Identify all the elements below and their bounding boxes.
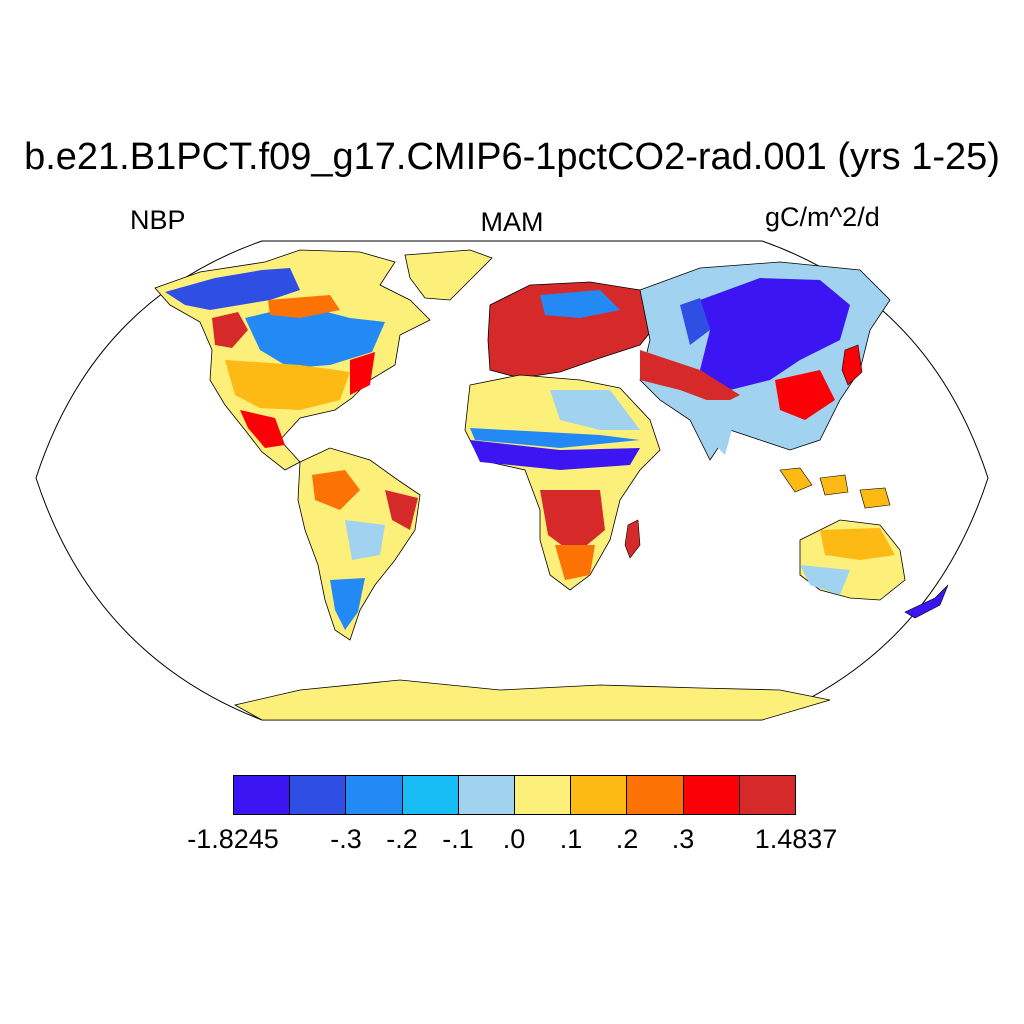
units-label: gC/m^2/d xyxy=(765,202,880,232)
new-zealand xyxy=(904,584,949,619)
na-blue-north xyxy=(165,268,300,310)
colorbar-label: .3 xyxy=(671,824,695,854)
sa-lightblue xyxy=(345,520,385,560)
africa-orange xyxy=(555,545,595,580)
colorbar-label: -.1 xyxy=(442,824,474,854)
se-asia-islands xyxy=(779,467,891,509)
na-orange-south xyxy=(225,360,350,410)
asia-blue-edge xyxy=(680,298,710,345)
mexico-red xyxy=(240,410,285,448)
colorbar-swatch xyxy=(402,776,459,814)
plot-title: b.e21.B1PCT.f09_g17.CMIP6-1pctCO2-rad.00… xyxy=(24,136,1000,178)
colorbar-swatch xyxy=(683,776,740,814)
sahel-blue xyxy=(470,440,640,470)
na-red-east xyxy=(350,352,375,395)
colorbar-label: .1 xyxy=(559,824,583,854)
greenland xyxy=(404,249,493,301)
europe-blue xyxy=(540,290,620,318)
colorbar-swatch xyxy=(234,776,291,814)
season-label: MAM xyxy=(480,207,544,237)
sahel-lightblue xyxy=(470,428,640,448)
colorbar xyxy=(233,775,796,815)
na-red-band xyxy=(268,295,340,318)
colorbar-label: .2 xyxy=(615,824,639,854)
colorbar-label: -.3 xyxy=(330,824,362,854)
sa-orange xyxy=(312,470,360,510)
na-blue-mid xyxy=(245,305,385,368)
colorbar-swatch xyxy=(290,776,347,814)
colorbar-label: -.2 xyxy=(386,824,418,854)
africa-red xyxy=(540,490,605,555)
na-red-west xyxy=(212,312,248,348)
australia-orange xyxy=(820,528,895,560)
colorbar-label-min: -1.8245 xyxy=(187,824,279,854)
asia-red-band xyxy=(640,350,740,405)
colorbar-swatch xyxy=(346,776,403,814)
colorbar-label-max: 1.4837 xyxy=(754,824,838,854)
india-lightblue xyxy=(700,400,740,455)
africa-lightblue xyxy=(550,390,640,430)
europe xyxy=(487,281,661,379)
colorbar-swatch xyxy=(571,776,628,814)
australia-lightblue xyxy=(800,565,850,595)
madagascar xyxy=(624,519,641,559)
sa-blue xyxy=(330,578,365,630)
colorbar-swatch xyxy=(515,776,572,814)
colorbar-swatch xyxy=(627,776,684,814)
antarctica xyxy=(233,679,831,721)
sa-red xyxy=(385,490,418,530)
japan xyxy=(841,344,863,386)
colorbar-swatch xyxy=(739,776,796,814)
asia-blue-core xyxy=(700,278,850,390)
colorbar-swatch xyxy=(458,776,516,814)
east-asia-red xyxy=(775,370,835,420)
variable-label: NBP xyxy=(130,205,186,235)
colorbar-label: .0 xyxy=(502,824,526,854)
